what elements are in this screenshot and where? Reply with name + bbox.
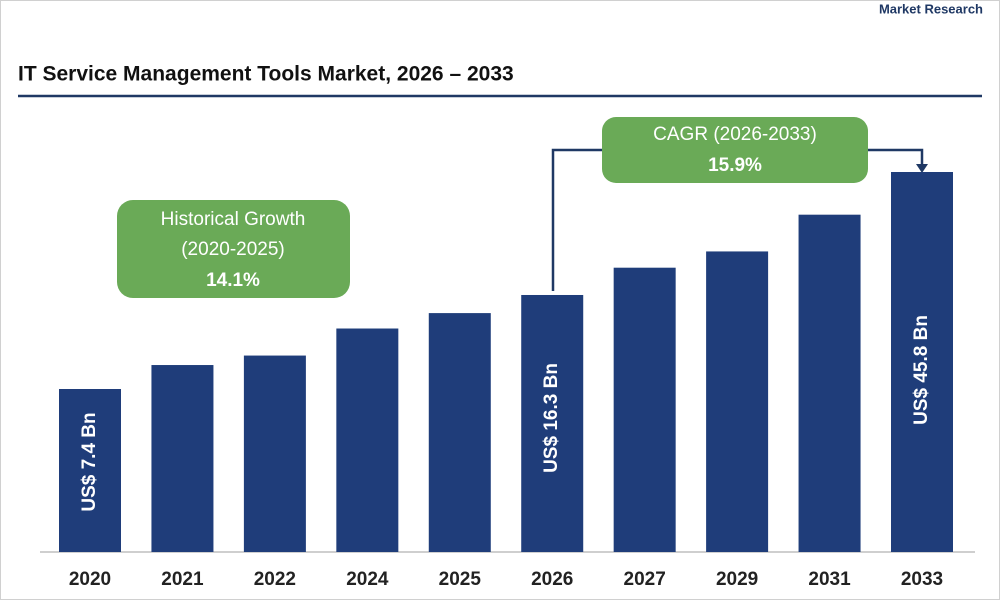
- bar: [891, 172, 953, 552]
- bar: [243, 355, 306, 552]
- x-tick-label: 2033: [901, 569, 943, 590]
- value-label: US$ 7.4 Bn: [79, 412, 100, 511]
- annotation-text: Historical Growth: [161, 209, 306, 230]
- bar: [336, 328, 399, 552]
- x-tick-label: 2029: [716, 569, 758, 590]
- annotation-text: (2020-2025): [181, 239, 285, 260]
- chart-title: IT Service Management Tools Market, 2026…: [18, 63, 514, 86]
- x-tick-label: 2022: [254, 569, 296, 590]
- annotation-box: [117, 200, 350, 298]
- x-tick-label: 2026: [531, 569, 573, 590]
- value-label: US$ 45.8 Bn: [911, 315, 932, 425]
- annotation-text: 14.1%: [206, 270, 260, 291]
- bar: [151, 365, 214, 552]
- bar: [428, 313, 491, 552]
- annotation-box: [602, 117, 868, 183]
- bar: [798, 214, 861, 553]
- brand: Market Research: [879, 1, 983, 16]
- bar: [521, 294, 584, 552]
- x-tick-label: 2024: [346, 569, 389, 590]
- bar: [613, 267, 676, 552]
- value-label: US$ 16.3 Bn: [541, 363, 562, 473]
- bar: [706, 251, 769, 552]
- bar: [59, 389, 121, 552]
- x-tick-label: 2025: [439, 569, 482, 590]
- annotation-text: 15.9%: [708, 155, 762, 176]
- x-tick-label: 2021: [161, 569, 204, 590]
- x-tick-label: 2020: [69, 569, 111, 590]
- x-tick-label: 2031: [808, 569, 851, 590]
- connector: [551, 148, 602, 291]
- x-tick-label: 2027: [624, 569, 666, 590]
- arrow-head: [916, 164, 928, 173]
- annotation-text: CAGR (2026-2033): [653, 124, 817, 145]
- connector: [868, 148, 924, 166]
